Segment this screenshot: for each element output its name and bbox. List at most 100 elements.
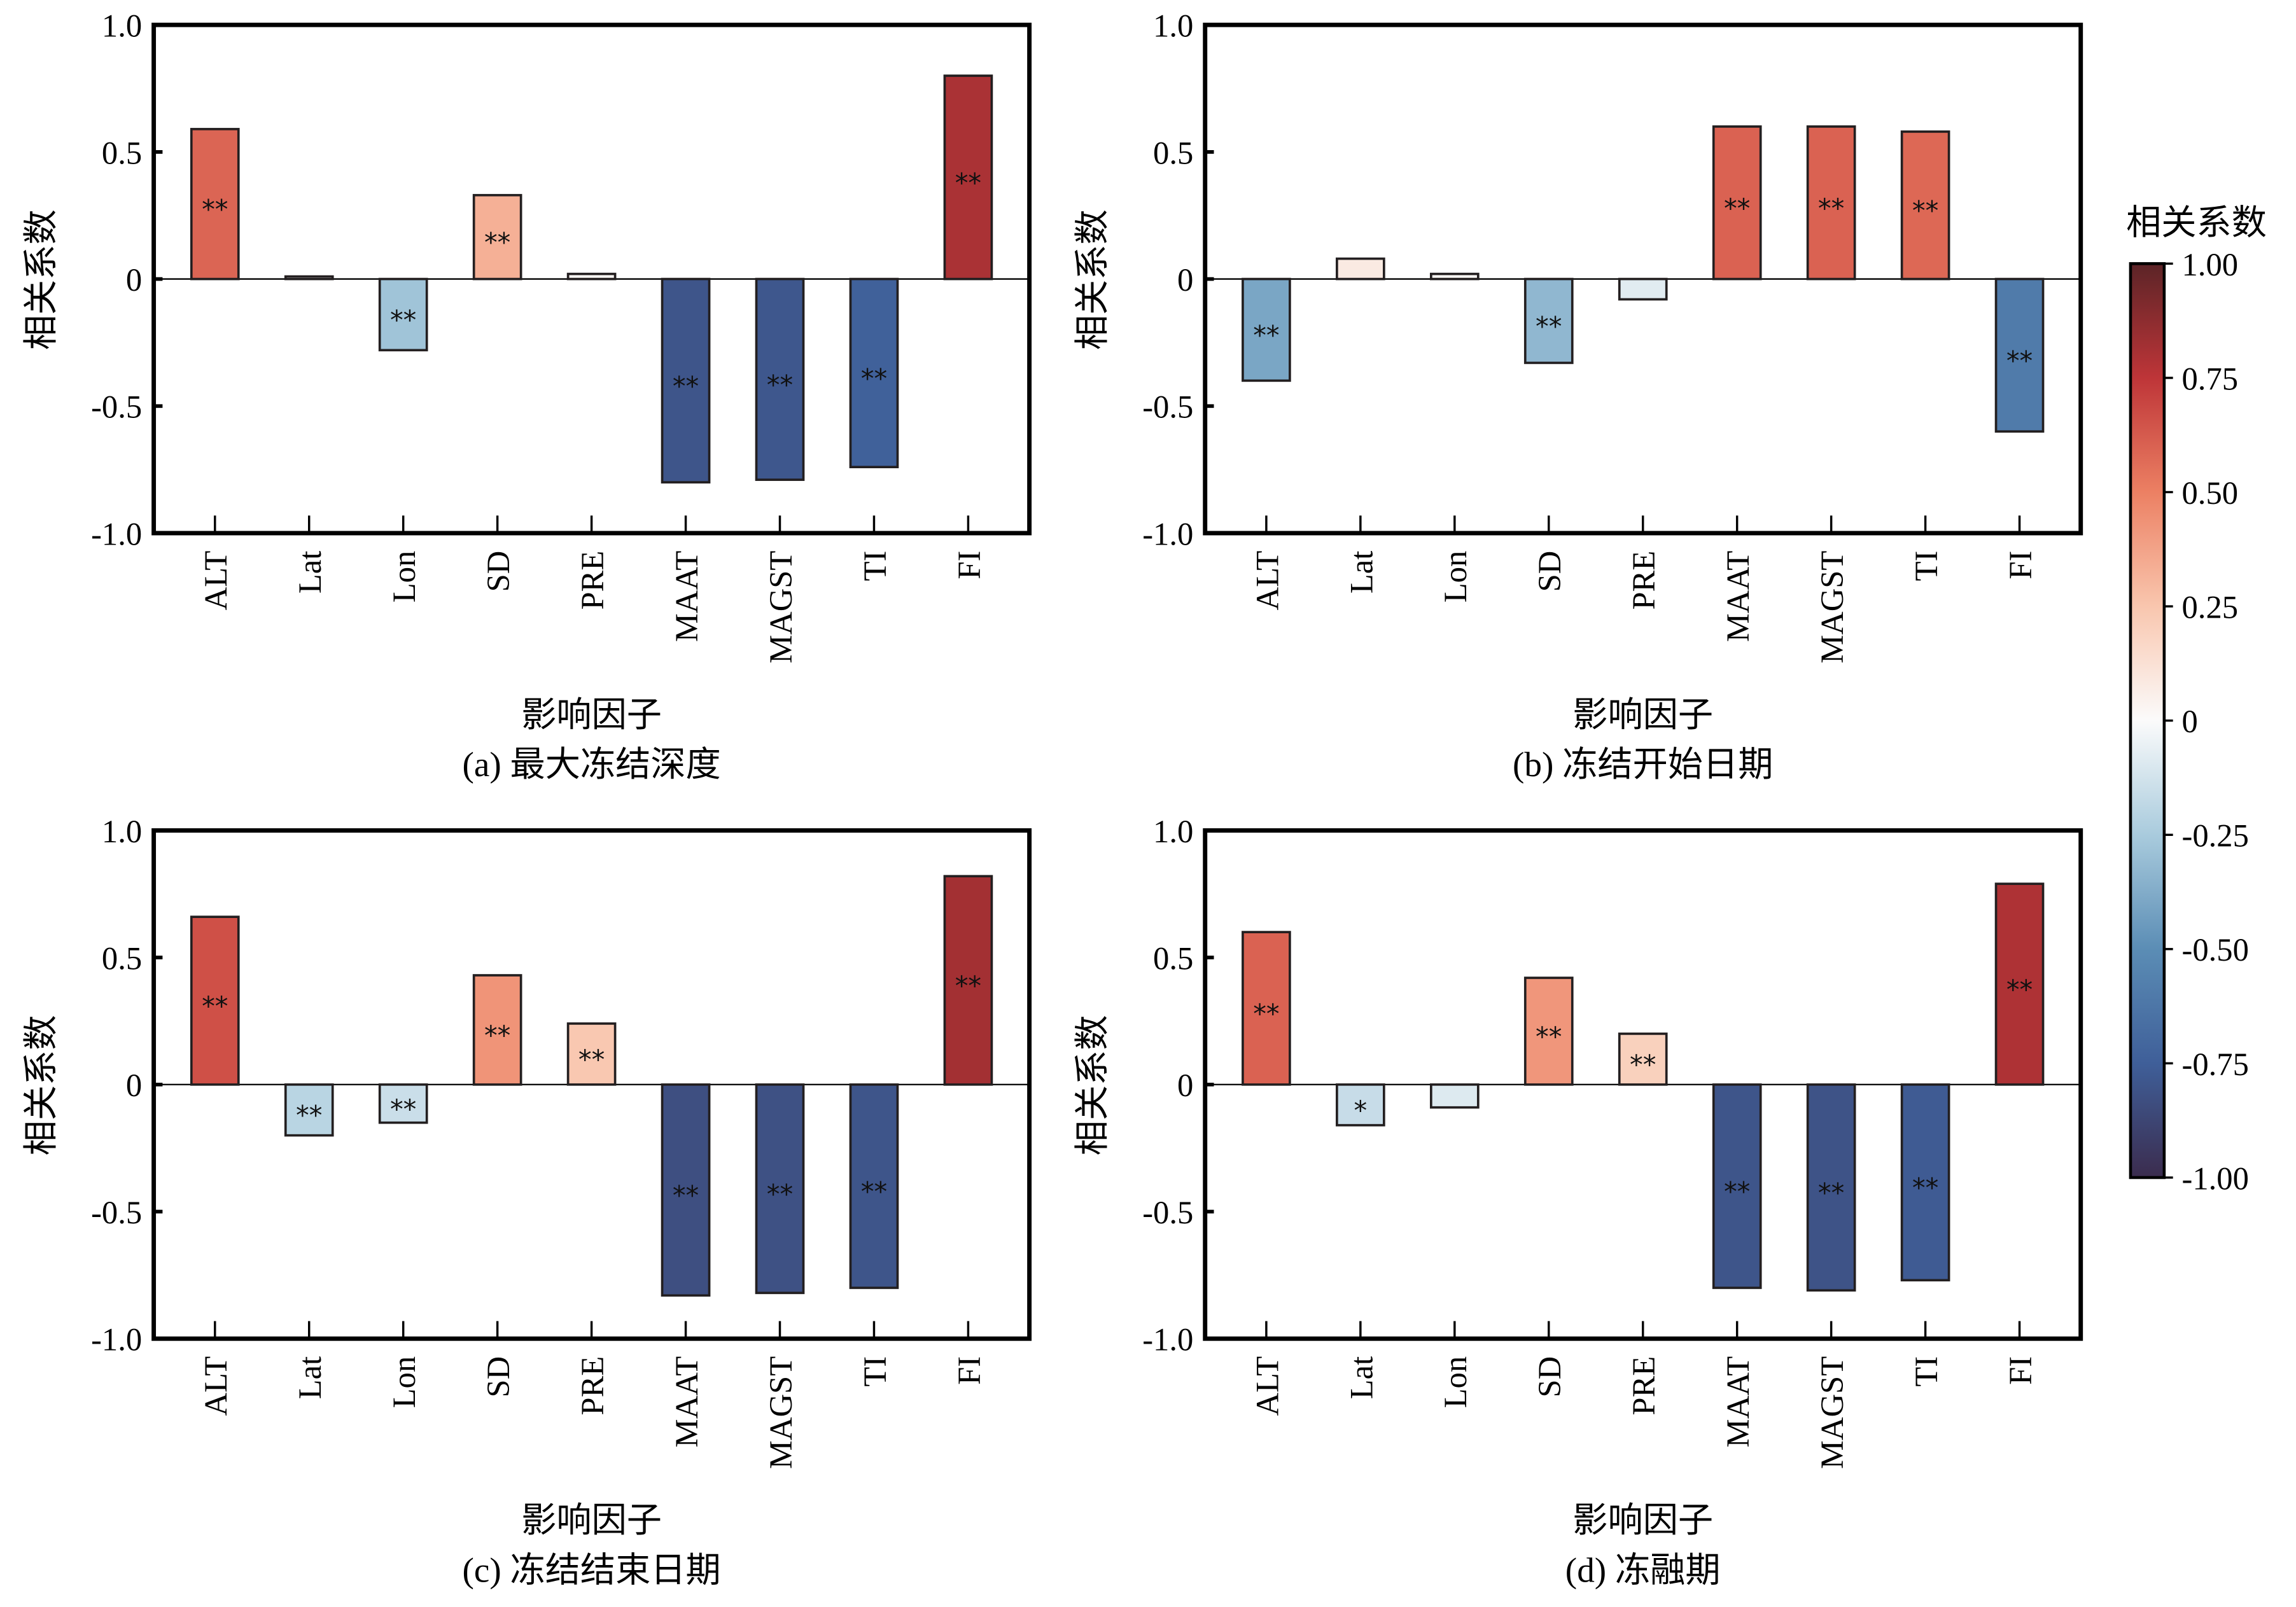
bar-maat [1712, 1083, 1762, 1290]
x-tick-label: MAAT [669, 551, 704, 643]
significance-marker: ** [2006, 975, 2033, 1005]
bar-lon [1429, 272, 1480, 281]
colorbar-tick-label: -0.50 [2181, 932, 2248, 968]
y-tick-label: 1.0 [102, 814, 142, 849]
colorbar-tick-label: 0.75 [2181, 361, 2238, 396]
significance-marker: ** [861, 363, 887, 394]
significance-marker: ** [1818, 193, 1844, 224]
y-tick-label: 0 [126, 1068, 142, 1103]
x-tick-label: MAGST [1814, 551, 1850, 664]
bar-lat [1336, 1083, 1385, 1127]
y-tick-label: -1.0 [1142, 516, 1193, 552]
y-tick-label: 0.5 [102, 135, 142, 170]
bar-pre [566, 272, 617, 281]
y-tick-label: 0.5 [102, 940, 142, 976]
significance-marker: ** [1912, 196, 1938, 226]
significance-marker: ** [390, 1094, 416, 1125]
y-tick-label: 0.5 [1153, 135, 1193, 170]
x-tick-label: TI [857, 1356, 893, 1387]
bar-alt [190, 128, 240, 281]
plot-frame [151, 828, 1032, 1341]
x-tick-label: ALT [1249, 551, 1285, 611]
bar-maat [661, 277, 711, 483]
bar-lat [1336, 257, 1385, 281]
y-tick-label: 1.0 [1153, 8, 1193, 44]
x-tick-label: PRE [1626, 551, 1662, 610]
panel-b: 相关系数 影响因子 (b) 冻结开始日期 ** ** ** ** ** ** 1.0 0.5 0… [1073, 8, 2083, 784]
significance-marker: ** [767, 1179, 793, 1210]
significance-marker: ** [1536, 1022, 1562, 1052]
bar-ti [1900, 130, 1950, 281]
y-tick-label: 1.0 [102, 8, 142, 44]
bar-lon [378, 277, 428, 352]
x-axis-label: 影响因子 [1572, 1501, 1713, 1540]
panel-c: 相关系数 影响因子 (c) 冻结结束日期 ** ** ** ** ** ** ** ** ** 1… [22, 814, 1032, 1589]
panel-caption: (d) 冻融期 [1565, 1550, 1721, 1589]
significance-marker: ** [673, 371, 699, 401]
x-tick-label: SD [480, 1356, 516, 1398]
bar-magst [755, 277, 805, 481]
x-tick-label: TI [1908, 551, 1944, 581]
colorbar-tick-label: 0.50 [2181, 475, 2238, 511]
significance-marker: * [1354, 1096, 1368, 1126]
significance-marker: ** [1912, 1173, 1938, 1204]
x-tick-label: ALT [198, 1356, 234, 1416]
significance-marker: ** [1536, 311, 1562, 342]
x-tick-label: Lat [292, 1356, 328, 1399]
y-tick-label: 0.5 [1153, 940, 1193, 976]
colorbar: 相关系数 1.00 0.75 0.50 0.25 0 -0.25 -0.50 -0.75 -1.… [2126, 203, 2267, 1196]
bar-pre [1618, 277, 1668, 301]
y-tick-label: 0 [126, 262, 142, 298]
bar-fi [943, 74, 993, 281]
bar-fi [1994, 882, 2045, 1086]
y-tick-label: -0.5 [1142, 389, 1193, 425]
x-tick-label: Lat [1343, 551, 1379, 594]
x-tick-label: TI [1908, 1356, 1944, 1387]
panel-caption: (c) 冻结结束日期 [462, 1550, 720, 1589]
plot-frame [151, 22, 1032, 536]
bar-lat [284, 1083, 334, 1137]
bar-alt [1242, 931, 1291, 1086]
y-axis-label: 相关系数 [1073, 1015, 1112, 1155]
bar-pre [566, 1022, 617, 1086]
y-axis-label: 相关系数 [22, 1015, 60, 1155]
x-tick-label: Lon [386, 551, 422, 603]
x-tick-label: MAAT [1720, 1356, 1756, 1448]
bar-sd [472, 974, 522, 1086]
bar-alt [1242, 277, 1291, 382]
x-tick-label: ALT [198, 551, 234, 611]
significance-marker: ** [578, 1045, 605, 1075]
panel-a: 相关系数 影响因子 (a) 最大冻结深度 ** ** ** ** ** ** ** 1.0 0.… [22, 8, 1032, 784]
significance-marker: ** [1253, 320, 1279, 351]
bar-magst [1806, 125, 1856, 281]
x-axis-label: 影响因子 [1572, 695, 1713, 734]
panel-caption: (a) 最大冻结深度 [462, 745, 720, 784]
x-tick-label: Lon [386, 1356, 422, 1409]
significance-marker: ** [1724, 1177, 1750, 1207]
y-tick-label: -1.0 [91, 516, 142, 552]
y-axis-label: 相关系数 [22, 209, 60, 350]
bar-fi [943, 875, 993, 1086]
x-axis-label: 影响因子 [521, 1501, 662, 1540]
bar-sd [472, 193, 522, 281]
significance-marker: ** [861, 1177, 887, 1207]
bar-fi [1994, 277, 2045, 433]
colorbar-tick-label: 0 [2181, 704, 2197, 739]
bar-lon [1429, 1083, 1480, 1109]
x-tick-label: Lon [1438, 551, 1473, 603]
x-tick-label: MAGST [763, 1356, 799, 1469]
x-tick-label: SD [1532, 1356, 1567, 1398]
bar-magst [755, 1083, 805, 1295]
x-tick-label: PRE [575, 551, 610, 610]
y-tick-label: 0 [1177, 1068, 1193, 1103]
colorbar-gradient [2129, 262, 2166, 1179]
x-tick-label: MAAT [1720, 551, 1756, 643]
y-axis-label: 相关系数 [1073, 209, 1112, 350]
x-tick-label: FI [951, 551, 987, 580]
bar-alt [190, 915, 240, 1086]
x-tick-label: FI [2003, 1356, 2038, 1385]
bar-pre [1618, 1033, 1668, 1086]
y-tick-label: 1.0 [1153, 814, 1193, 849]
